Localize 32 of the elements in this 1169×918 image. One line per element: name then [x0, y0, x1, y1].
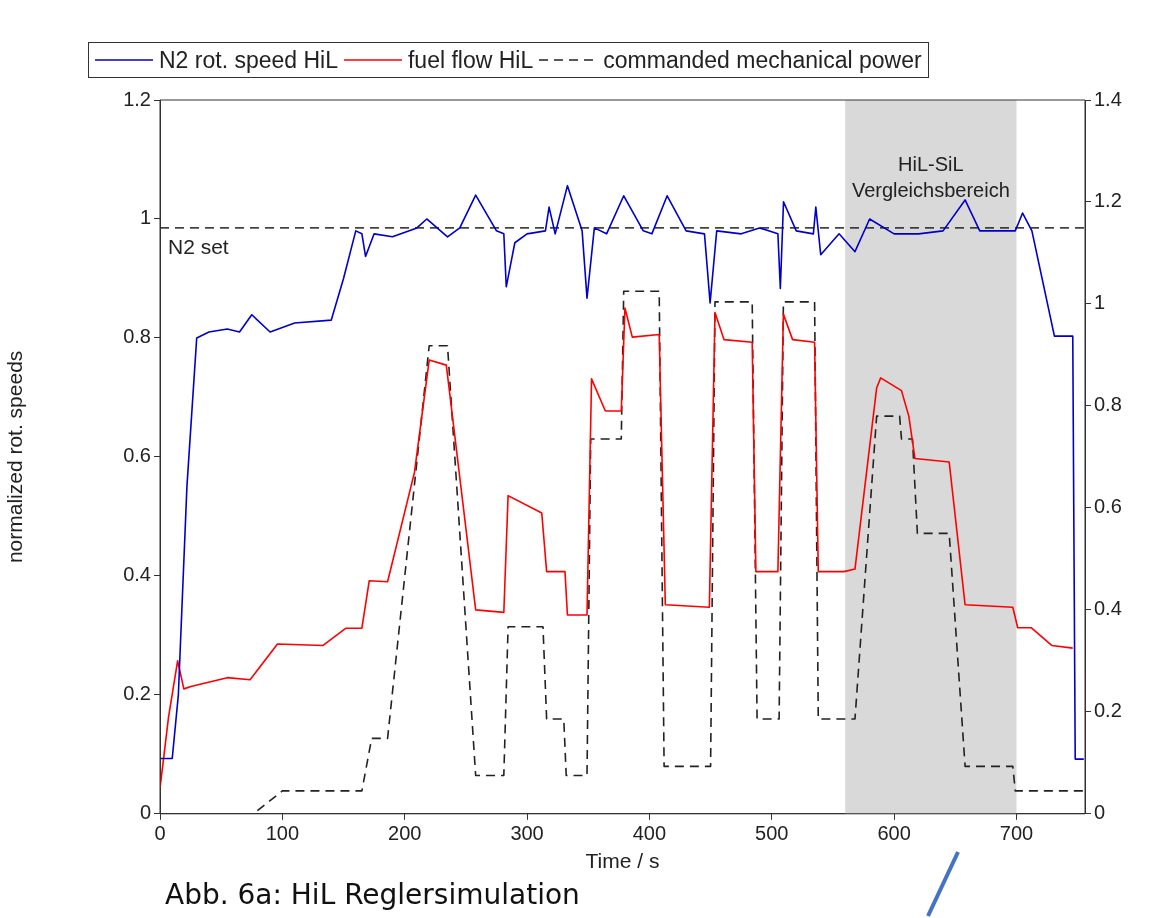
- y2-tick-label: 0.6: [1094, 495, 1122, 518]
- y-tick-label: 0: [139, 801, 151, 824]
- y-tick-label: 0.6: [123, 444, 151, 467]
- x-tick-label: 600: [877, 822, 911, 845]
- y2-tick-label: 1.2: [1094, 189, 1122, 212]
- legend-label: commanded mechanical power: [603, 46, 922, 74]
- legend-label: N2 rot. speed HiL: [159, 46, 338, 74]
- y-tick-label: 0.8: [123, 325, 151, 348]
- y-tick-label: 1: [139, 206, 151, 229]
- y-tick-label: 0.4: [123, 563, 151, 586]
- y-tick-label: 1.2: [123, 87, 151, 110]
- x-tick-label: 500: [755, 822, 789, 845]
- x-tick-label: 100: [265, 822, 300, 845]
- y2-tick-label: 0.2: [1094, 699, 1122, 722]
- x-tick-label: 700: [999, 822, 1034, 845]
- y-axis-title: normalized rot. speeds: [3, 350, 27, 564]
- legend-label: fuel flow HiL: [407, 46, 534, 74]
- y-tick-label: 0.2: [123, 682, 151, 705]
- x-tick-label: 0: [154, 822, 166, 845]
- ref-line-label: N2 set: [168, 235, 229, 259]
- x-tick-label: 400: [632, 822, 667, 845]
- y2-tick-label: 0.8: [1094, 393, 1122, 416]
- line-series: [256, 290, 1085, 812]
- x-tick-label: 200: [388, 822, 422, 845]
- y2-tick-label: 0.4: [1094, 597, 1122, 620]
- y2-tick-label: 1: [1094, 291, 1106, 314]
- x-axis-title: Time / s: [585, 849, 660, 873]
- x-tick-label: 300: [510, 822, 544, 845]
- y2-tick-label: 1.4: [1094, 87, 1122, 110]
- band-label: HiL-SiL Vergleichsbereich: [851, 152, 1010, 201]
- caption: Abb. 6a: HiL Reglersimulation: [165, 878, 580, 911]
- y2-tick-label: 0: [1094, 801, 1106, 824]
